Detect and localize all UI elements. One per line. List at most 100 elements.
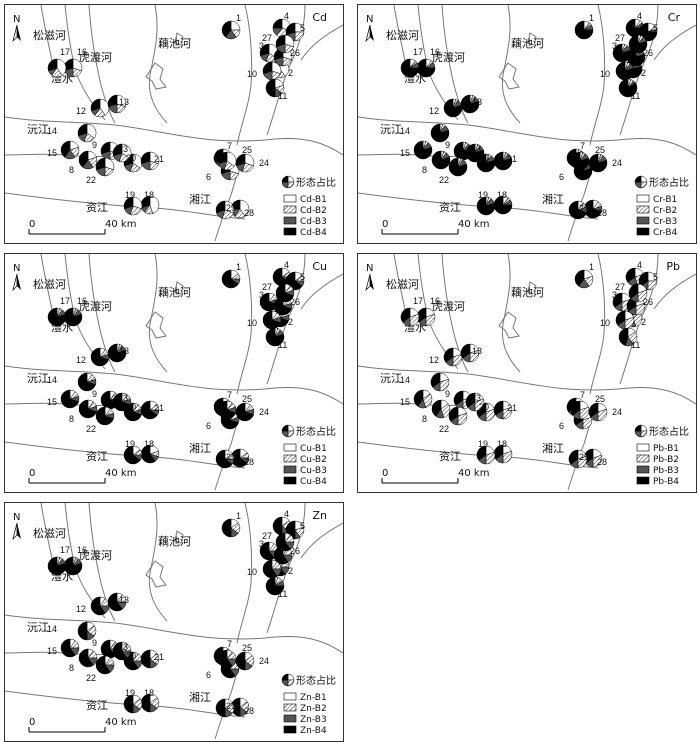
lake-outline	[174, 281, 184, 295]
place-label-yuanjiang: 沅江	[27, 372, 49, 385]
site-number-12: 12	[76, 355, 86, 365]
pie-slice-b4	[213, 148, 224, 164]
site-number-26: 26	[643, 48, 653, 58]
site-pie-27	[275, 34, 295, 54]
pie-slice-b4	[465, 392, 476, 408]
site-pie-25	[570, 151, 590, 171]
pie-slice-b2	[647, 280, 658, 291]
scale-bar	[381, 229, 459, 235]
site-number-19: 19	[478, 439, 488, 449]
site-pie-12	[90, 347, 110, 367]
site-pie-19	[123, 694, 143, 714]
site-number-20: 20	[126, 402, 136, 412]
scale-distance-label: 40 km	[105, 219, 136, 230]
site-number-9: 9	[92, 140, 97, 150]
site-pie-21	[140, 649, 160, 669]
map-panel-zn: N Zn 松滋河 虎渡河 藕池河 澧水 沅江 资江 湘江 1 2 3 4 5 6 7 8 9 10 11 12 13 14 1…	[4, 502, 344, 742]
site-number-9: 9	[445, 389, 450, 399]
pie-slice-b4	[100, 141, 111, 155]
scale-zero-label: 0	[382, 468, 388, 479]
pie-slice-b4	[77, 621, 88, 641]
site-pie-29	[568, 449, 588, 469]
pie-slice-b4	[265, 78, 276, 98]
site-number-11: 11	[631, 91, 640, 101]
legend-swatch	[636, 454, 650, 463]
site-number-24: 24	[259, 158, 269, 168]
pie-slice-b4	[275, 283, 294, 303]
site-number-5: 5	[653, 23, 658, 33]
site-pie-24	[235, 651, 255, 671]
site-pie-22	[95, 406, 115, 426]
legend-item-label: Pb-B3	[653, 466, 679, 476]
pie-slice-b2	[640, 181, 648, 189]
legend-item-label: Zn-B3	[300, 715, 327, 725]
river-line	[441, 254, 469, 373]
pie-slice-b3	[281, 430, 289, 438]
pie-slice-b2	[287, 679, 295, 687]
site-number-27: 27	[615, 33, 625, 43]
map-panel-cd: N Cd 松滋河 虎渡河 藕池河 澧水 沅江 资江 湘江 1 2 3 4 5 6 7 8 9 10 11 12 13 14 1…	[4, 4, 344, 244]
site-number-10: 10	[247, 318, 257, 328]
site-number-7: 7	[227, 639, 232, 649]
pie-slice-b4	[262, 310, 281, 330]
pie-slice-b4	[275, 34, 286, 48]
site-pie-18	[140, 693, 160, 713]
site-number-10: 10	[600, 69, 610, 79]
legend-title: 形态占比	[649, 425, 689, 438]
site-number-27: 27	[615, 282, 625, 292]
pie-slice-b4	[90, 596, 106, 616]
site-pie-29	[215, 200, 235, 220]
site-number-13: 13	[119, 346, 129, 356]
north-label: N	[366, 14, 373, 25]
pie-slice-b4	[221, 20, 232, 38]
site-number-15: 15	[400, 148, 410, 158]
pie-slice-b4	[221, 518, 232, 538]
scale-zero-label: 0	[29, 219, 35, 230]
site-number-25: 25	[595, 394, 605, 404]
legend-swatch	[283, 692, 297, 701]
legend-item-label: Zn-B2	[300, 704, 327, 714]
site-number-6: 6	[206, 421, 211, 431]
pie-slice-b4	[281, 424, 289, 432]
pie-slice-b4	[416, 58, 436, 78]
site-pie-24	[235, 402, 255, 422]
map-svg: N Zn松滋河虎渡河藕池河澧水沅江资江湘江12345678910111213141…	[5, 503, 343, 740]
site-number-8: 8	[422, 414, 427, 424]
pie-slice-b4	[95, 406, 114, 426]
site-pie-13	[460, 343, 480, 363]
river-line	[148, 503, 168, 622]
site-number-13: 13	[119, 97, 129, 107]
legend-swatch	[636, 216, 650, 225]
site-pie-25	[570, 400, 590, 420]
pie-slice-b4	[400, 307, 411, 323]
pie-slice-b4	[588, 402, 599, 418]
pie-slice-b4	[460, 94, 480, 114]
legend-swatch	[636, 227, 650, 236]
river-line	[358, 116, 696, 156]
site-number-1: 1	[236, 262, 241, 272]
site-pie-21	[140, 400, 160, 420]
pie-slice-b4	[60, 389, 79, 409]
site-pie-21	[140, 151, 160, 171]
site-number-21: 21	[154, 652, 164, 662]
place-label-ouchi: 藕池河	[158, 535, 191, 548]
legend-item-label: Zn-B1	[300, 693, 327, 703]
pie-slice-b4	[615, 310, 626, 326]
place-label-hudu: 虎渡河	[79, 548, 112, 562]
site-number-5: 5	[300, 521, 305, 531]
site-pie-11	[618, 78, 638, 98]
legend-swatch	[283, 194, 297, 203]
site-number-8: 8	[69, 663, 74, 673]
legend-item-label: Cu-B1	[300, 444, 327, 454]
pie-slice-b4	[568, 449, 579, 465]
legend-item-label: Cd-B3	[300, 217, 327, 227]
site-number-21: 21	[154, 403, 164, 413]
legend-title: 形态占比	[296, 674, 336, 687]
river-line	[5, 116, 343, 156]
site-number-16: 16	[77, 47, 87, 57]
site-number-28: 28	[597, 208, 607, 218]
scale-zero-label: 0	[382, 219, 388, 230]
pie-slice-b4	[112, 143, 123, 157]
pie-slice-b4	[465, 143, 485, 163]
